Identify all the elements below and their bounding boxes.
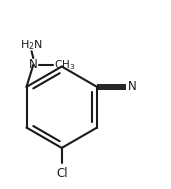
Text: Cl: Cl <box>56 167 68 180</box>
Text: N: N <box>128 80 136 93</box>
Text: CH$_3$: CH$_3$ <box>55 58 76 72</box>
Text: H$_2$N: H$_2$N <box>20 38 43 52</box>
Text: N: N <box>29 58 38 71</box>
